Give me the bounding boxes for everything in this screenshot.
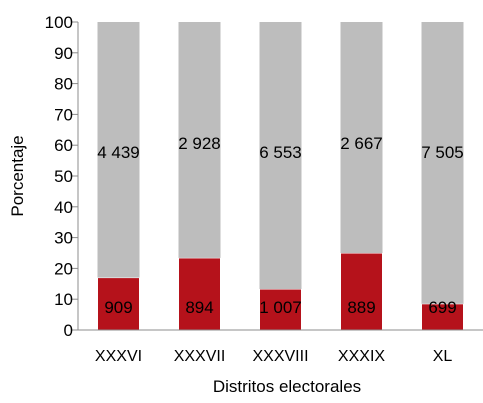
data-label-XL-lower: 699 [428, 298, 456, 317]
data-label-XXXVII-upper: 2 928 [178, 134, 221, 153]
data-label-XXXVI-upper: 4 439 [97, 143, 140, 162]
x-axis-title: Distritos electorales [213, 377, 361, 396]
bar-XXXVIII-series-2 [259, 22, 302, 289]
y-tick-label-90: 90 [54, 44, 73, 63]
data-label-XXXVIII-upper: 6 553 [259, 143, 302, 162]
x-tick-label-XXXIX: XXXIX [338, 348, 385, 365]
y-axis: 0 10 20 30 40 50 60 70 80 90 100 [45, 13, 79, 340]
bar-XXXVII-series-1 [178, 257, 221, 331]
data-label-XXXIX-upper: 2 667 [340, 134, 383, 153]
y-tick-label-10: 10 [54, 290, 73, 309]
y-tick-label-80: 80 [54, 75, 73, 94]
bar-XXXIX-series-2 [340, 22, 383, 253]
bar-XL-series-2 [421, 22, 464, 304]
bar-XXXIX-series-1 [340, 252, 383, 331]
y-tick-label-20: 20 [54, 259, 73, 278]
y-tick-label-100: 100 [45, 13, 73, 32]
bars-layer [97, 22, 464, 331]
y-tick-label-70: 70 [54, 105, 73, 124]
y-tick-label-30: 30 [54, 229, 73, 248]
x-tick-label-XL: XL [433, 348, 453, 365]
y-tick-label-40: 40 [54, 198, 73, 217]
y-tick-label-60: 60 [54, 136, 73, 155]
x-tick-label-XXXVI: XXXVI [95, 348, 142, 365]
data-label-XXXVII-lower: 894 [185, 298, 213, 317]
bar-XXXVI-series-1 [97, 277, 140, 331]
y-axis-title: Porcentaje [8, 135, 27, 216]
data-label-XXXIX-lower: 889 [347, 298, 375, 317]
x-axis: XXXVI XXXVII XXXVIII XXXIX XL [78, 329, 483, 365]
data-label-XXXVI-lower: 909 [104, 298, 132, 317]
data-label-XXXVIII-lower: 1 007 [259, 298, 302, 317]
y-tick-label-50: 50 [54, 167, 73, 186]
bar-XXXVII-series-2 [178, 22, 221, 258]
data-labels-layer: 909 4 439 894 2 928 1 007 6 553 889 2 667 699 7 5… [97, 134, 464, 317]
x-tick-label-XXXVIII: XXXVIII [252, 348, 308, 365]
data-label-XL-upper: 7 505 [421, 143, 464, 162]
y-tick-label-0: 0 [64, 321, 73, 340]
x-tick-label-XXXVII: XXXVII [174, 348, 226, 365]
bar-XXXVIII-series-1 [259, 288, 302, 331]
bar-XXXVI-series-2 [97, 22, 140, 278]
